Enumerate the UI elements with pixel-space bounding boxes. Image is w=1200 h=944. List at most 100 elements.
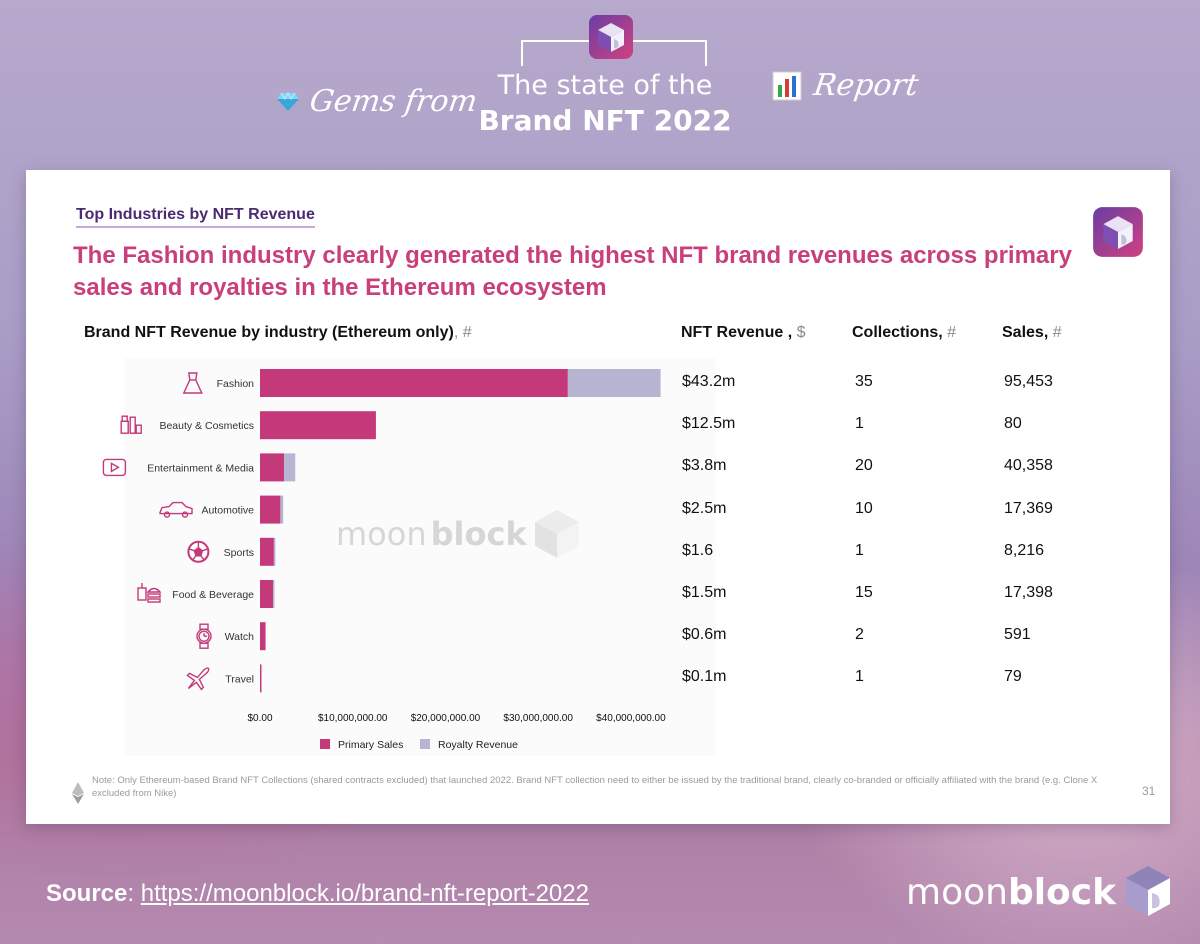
revenue-cell: $43.2m — [682, 373, 736, 390]
headline: The Fashion industry clearly generated t… — [73, 242, 1072, 301]
report-text: Report — [811, 68, 921, 103]
watch-icon — [196, 623, 212, 649]
bar-chart-icon — [772, 71, 802, 100]
chart-title-text: Brand NFT Revenue by industry (Ethereum … — [84, 324, 454, 341]
revenue-cell: $3.8m — [682, 457, 727, 475]
source-separator: : — [127, 880, 141, 907]
category-label: Entertainment & Media — [147, 462, 254, 474]
cosmetics-icon — [120, 415, 142, 434]
gems-from-label: Gems from — [276, 84, 480, 119]
chart-title: Brand NFT Revenue by industry (Ethereum … — [84, 324, 472, 342]
collections-cell: 1 — [855, 415, 864, 433]
category-label: Fashion — [217, 378, 255, 390]
primary-sales-bar — [260, 580, 273, 608]
collections-cell: 10 — [855, 499, 873, 517]
royalty-revenue-bar — [567, 369, 661, 397]
source-link[interactable]: https://moonblock.io/brand-nft-report-20… — [140, 880, 589, 907]
x-tick-label: $40,000,000.00 — [596, 713, 666, 724]
watermark-bold-text: block — [430, 515, 527, 553]
primary-sales-bar — [260, 664, 262, 693]
plot-area-background — [124, 358, 716, 756]
airplane-icon — [186, 667, 210, 691]
category-label: Automotive — [201, 505, 254, 517]
sales-cell: 80 — [1004, 415, 1022, 433]
moonblock-watermark: moon block — [336, 506, 583, 562]
x-tick-label: $20,000,000.00 — [411, 713, 481, 724]
category-label: Beauty & Cosmetics — [159, 420, 254, 432]
header-title-line1: The state of the — [497, 70, 713, 101]
primary-sales-bar — [260, 369, 568, 397]
collections-header-text: Collections, — [852, 324, 943, 341]
sales-cell: 40,358 — [1004, 457, 1053, 475]
source-line: Source: https://moonblock.io/brand-nft-r… — [46, 880, 589, 908]
category-label: Watch — [225, 631, 255, 643]
revenue-cell: $1.5m — [682, 584, 727, 601]
ethereum-icon — [72, 782, 84, 804]
revenue-header-text: NFT Revenue , — [681, 324, 793, 341]
car-icon — [159, 501, 193, 518]
footer-logo-bold: block — [1007, 871, 1117, 913]
collections-cell: 20 — [855, 457, 873, 475]
primary-sales-bar — [260, 622, 266, 651]
legend-label-primary-sales: Primary Sales — [338, 739, 403, 751]
eyebrow-title: Top Industries by NFT Revenue — [76, 206, 315, 228]
report-label: Report — [772, 68, 921, 103]
collections-column-header: Collections, # — [852, 324, 956, 342]
gem-icon — [277, 91, 299, 111]
category-label: Food & Beverage — [172, 589, 254, 601]
sales-cell: 8,216 — [1004, 541, 1045, 559]
watermark-light-text: moon — [336, 515, 427, 553]
sales-column-header: Sales, # — [1002, 324, 1062, 342]
revenue-bar-chart: Fashion Beauty & Cosmetics Entertainment &… — [102, 369, 666, 751]
gems-from-text: Gems from — [307, 84, 480, 119]
royalty-revenue-bar — [280, 495, 284, 524]
footer-cube-icon — [1126, 866, 1171, 916]
category-label: Travel — [225, 673, 254, 685]
legend-swatch-royalty-revenue — [420, 739, 430, 749]
sales-header-text: Sales, — [1002, 324, 1049, 341]
collections-cell: 2 — [855, 626, 864, 644]
footer-moonblock-logo: moonblock — [906, 862, 1174, 922]
primary-sales-bar — [260, 453, 285, 482]
sales-cell: 95,453 — [1004, 373, 1053, 390]
revenue-cell: $0.1m — [682, 668, 727, 686]
soccer-ball-icon — [187, 540, 210, 563]
x-tick-label: $10,000,000.00 — [318, 713, 388, 724]
primary-sales-bar — [260, 411, 376, 440]
x-tick-label: $0.00 — [247, 713, 272, 724]
play-icon — [102, 458, 127, 477]
dress-icon — [182, 372, 203, 394]
revenue-column-header: NFT Revenue , $ — [681, 324, 805, 342]
collections-cell: 35 — [855, 373, 873, 390]
sales-cell: 17,398 — [1004, 584, 1053, 601]
sales-header-unit: # — [1048, 324, 1062, 341]
chart-title-unit: , # — [453, 324, 472, 341]
sales-cell: 591 — [1004, 626, 1031, 644]
header-title-line2: Brand NFT 2022 — [478, 104, 732, 137]
royalty-revenue-bar — [273, 537, 276, 566]
category-label: Sports — [224, 547, 254, 559]
footnote: Note: Only Ethereum-based Brand NFT Coll… — [92, 775, 1098, 799]
primary-sales-bar — [260, 537, 274, 566]
revenue-cell: $0.6m — [682, 626, 727, 644]
legend-swatch-primary-sales — [320, 739, 330, 749]
x-tick-label: $30,000,000.00 — [503, 713, 573, 724]
primary-sales-bar — [260, 495, 281, 524]
source-label: Source — [46, 880, 128, 907]
slide-card: Top Industries by NFT Revenue The Fashio… — [26, 170, 1170, 824]
card-cube-logo-icon — [1093, 207, 1143, 257]
collections-cell: 1 — [855, 668, 864, 686]
collections-cell: 1 — [855, 541, 864, 559]
moonblock-cube-logo-icon — [589, 15, 633, 59]
revenue-header-unit: $ — [792, 324, 806, 341]
revenue-cell: $2.5m — [682, 499, 727, 517]
royalty-revenue-bar — [272, 580, 275, 608]
food-icon — [137, 583, 162, 603]
legend-label-royalty-revenue: Royalty Revenue — [438, 739, 518, 751]
sales-cell: 79 — [1004, 668, 1022, 686]
revenue-cell: $12.5m — [682, 415, 736, 433]
revenue-cell: $1.6 — [682, 541, 714, 559]
collections-header-unit: # — [942, 324, 957, 341]
page-number: 31 — [1142, 784, 1156, 798]
sales-cell: 17,369 — [1004, 499, 1053, 517]
